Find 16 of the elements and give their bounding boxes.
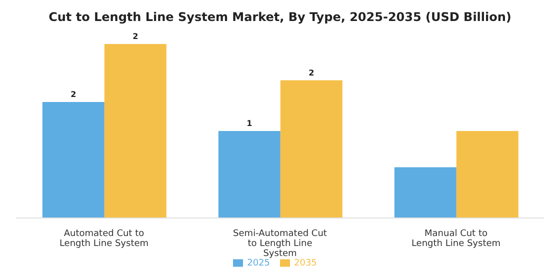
bar — [42, 102, 104, 218]
bar — [104, 44, 166, 218]
bar — [394, 167, 456, 218]
data-label: 1 — [246, 119, 253, 128]
bar — [280, 80, 342, 218]
x-tick-label: Semi-Automated Cut to Length Line System — [233, 229, 328, 259]
x-tick-label: Automated Cut to Length Line System — [59, 229, 149, 249]
data-label: 2 — [70, 90, 76, 99]
data-label: 2 — [132, 32, 138, 41]
chart-title: Cut to Length Line System Market, By Type, 2025-2035 (USD Billion) — [48, 9, 512, 26]
bar — [456, 131, 518, 218]
data-label: 2 — [308, 68, 314, 78]
legend-label: 2025 — [247, 258, 270, 268]
x-tick-label: Manual Cut to Length Line System — [411, 229, 501, 249]
legend-label: 2035 — [294, 258, 317, 268]
bar — [218, 131, 280, 218]
